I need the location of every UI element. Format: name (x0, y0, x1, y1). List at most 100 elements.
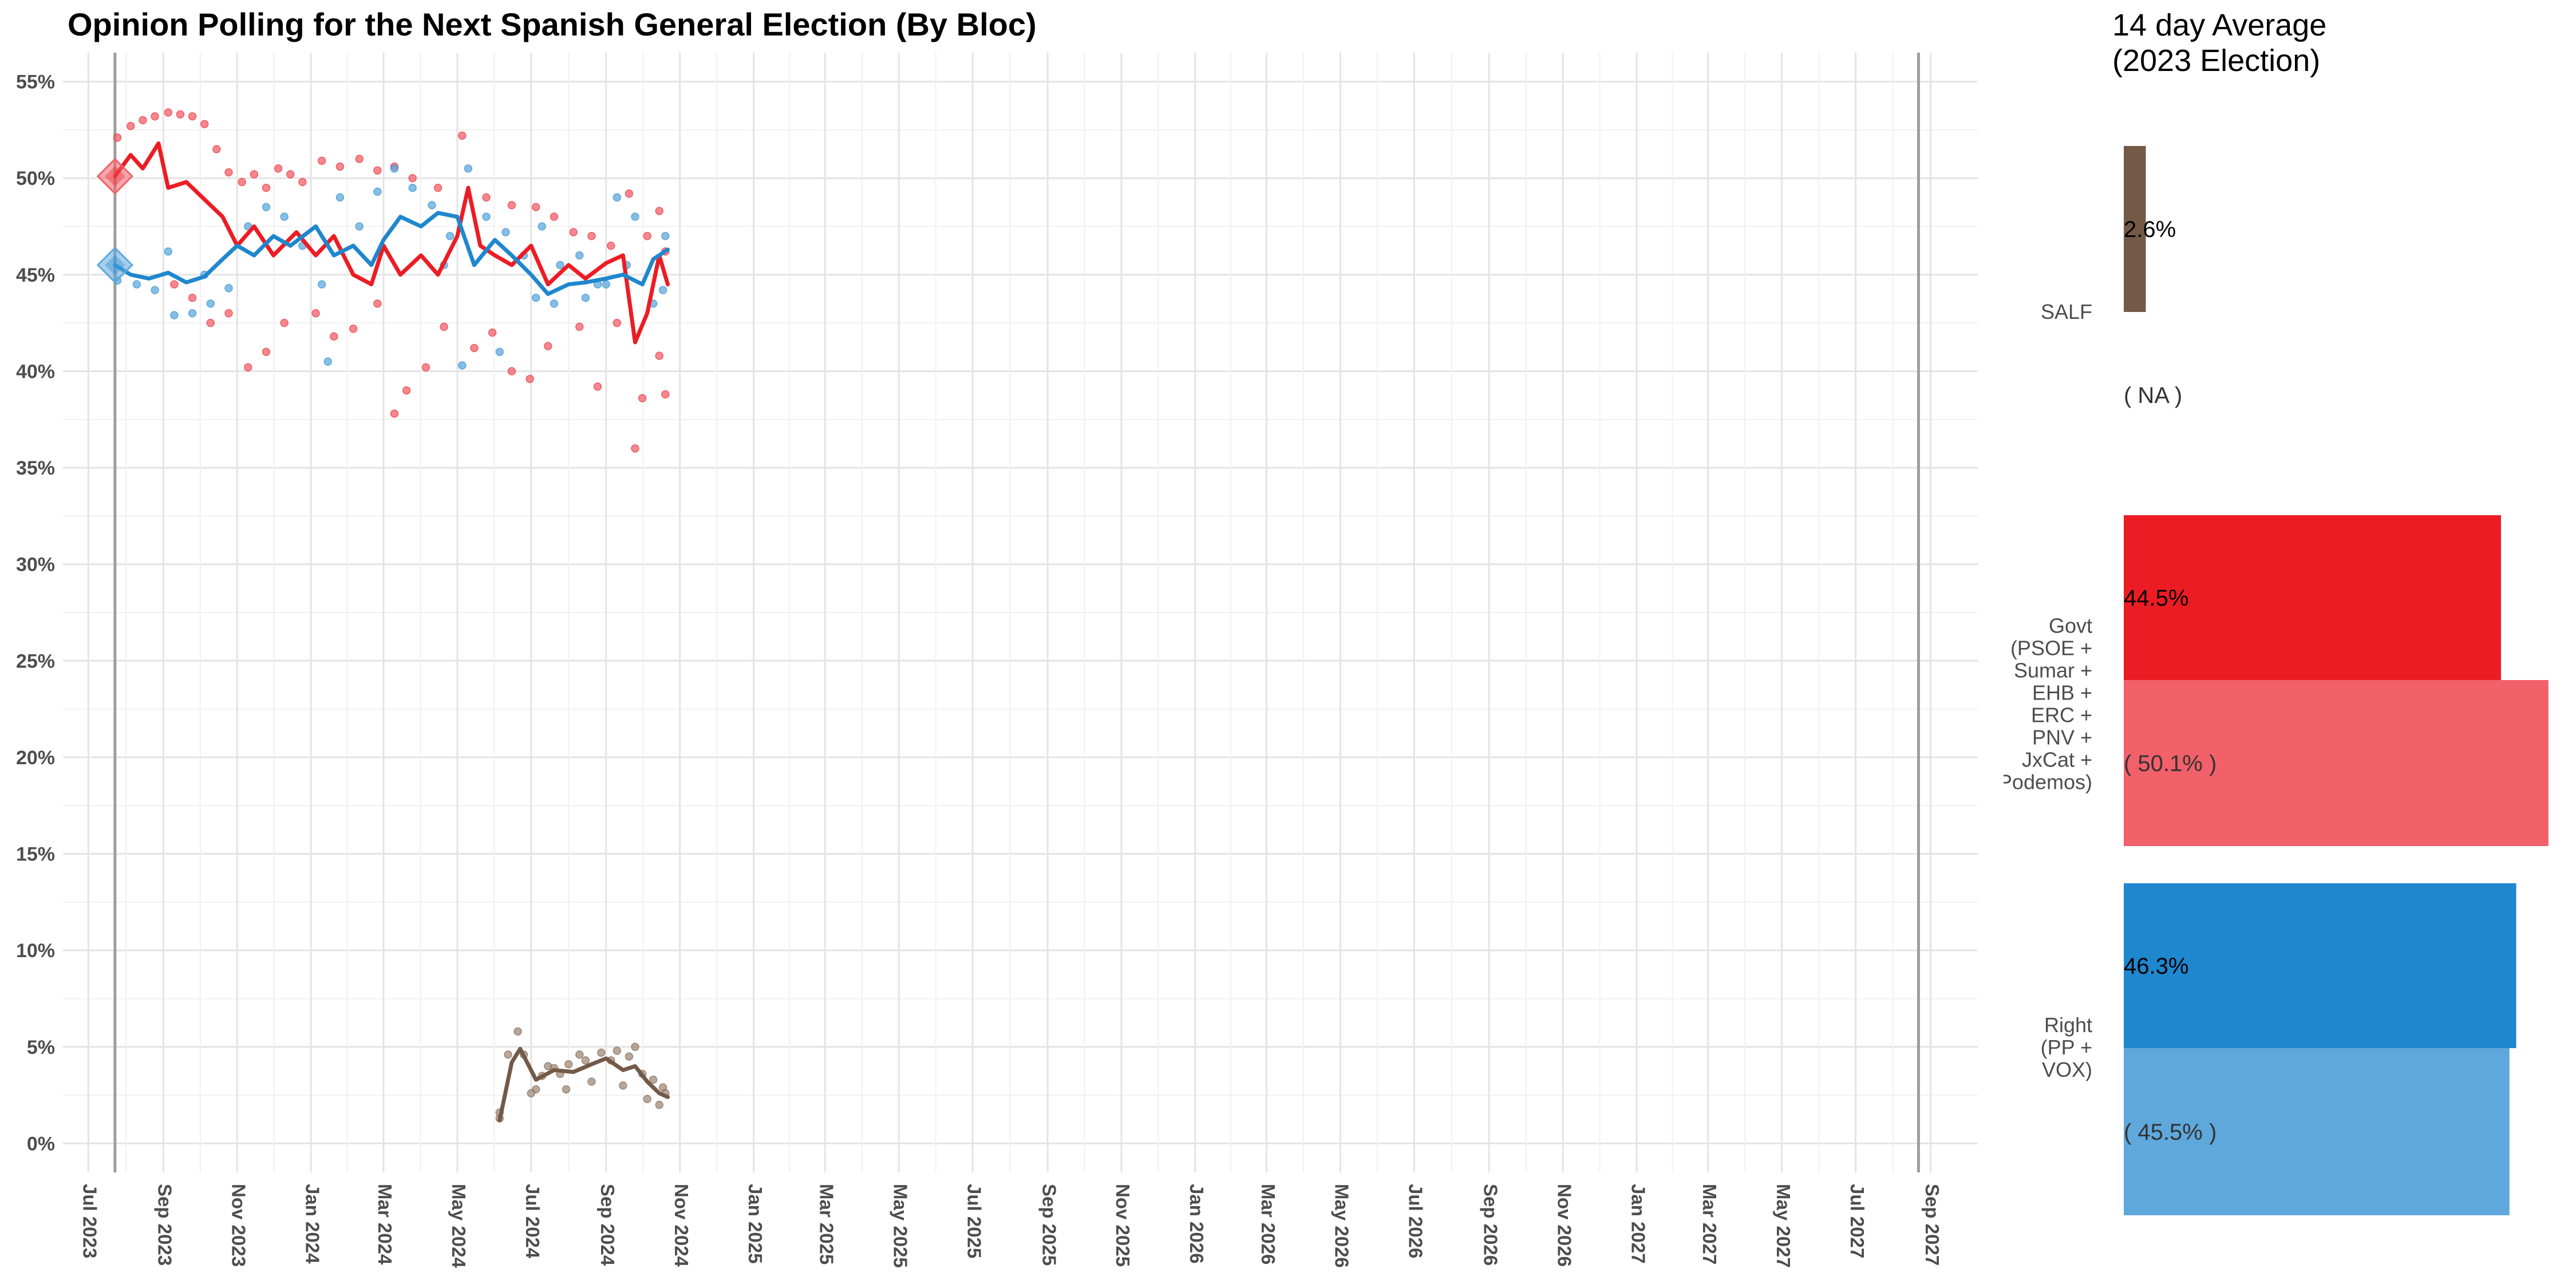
election-result-marker (96, 246, 133, 284)
poll-point (643, 232, 651, 240)
poll-point (501, 228, 510, 236)
poll-point (170, 280, 179, 289)
bar-previous-label: ( 45.5% ) (2124, 1120, 2217, 1145)
poll-point (127, 121, 135, 131)
y-tick-label: 30% (16, 554, 55, 576)
category-labels: SALF Govt (PSOE + Sumar + EHB + ERC + PNV + JxC… (2004, 300, 2092, 1081)
poll-point (513, 1027, 522, 1036)
bar-previous (2124, 1048, 2510, 1215)
poll-point (504, 1050, 512, 1059)
bar-previous (2124, 680, 2549, 846)
x-tick-label: Mar 2024 (374, 1184, 396, 1265)
x-tick-label: Sep 2024 (597, 1184, 618, 1266)
x-tick-label: Sep 2025 (1038, 1184, 1060, 1266)
poll-point (587, 232, 596, 240)
poll-point (188, 112, 197, 121)
bars (2124, 146, 2549, 1215)
y-tick-label: 55% (16, 72, 55, 93)
trend-lines (113, 141, 670, 1123)
category-label-line: SALF (2041, 300, 2092, 323)
y-tick-label: 40% (16, 361, 55, 382)
election-lines (113, 53, 1920, 1172)
bar-previous-label: ( NA ) (2124, 383, 2182, 408)
poll-point (440, 322, 448, 331)
bar-previous-label: ( 50.1% ) (2124, 751, 2217, 776)
category-label: Right (PP + VOX) (2041, 1013, 2092, 1081)
category-label-line: JxCat + (2022, 748, 2092, 772)
poll-point (550, 212, 559, 221)
side-title-line: (2023 Election) (2112, 44, 2320, 78)
poll-point (575, 251, 584, 260)
y-tick-label: 35% (16, 457, 55, 479)
poll-point (244, 363, 252, 372)
category-label-line: (PP + (2041, 1036, 2092, 1059)
poll-point (206, 318, 215, 327)
poll-point (631, 1042, 639, 1052)
poll-point (373, 187, 382, 196)
poll-point (164, 247, 173, 256)
poll-point (113, 133, 122, 142)
y-tick-label: 10% (16, 940, 55, 962)
poll-point (355, 155, 364, 163)
poll-point (390, 164, 399, 173)
chart-title: Opinion Polling for the Next Spanish Gen… (68, 6, 1037, 42)
x-tick-label: Jul 2027 (1847, 1184, 1868, 1258)
x-tick-label: Nov 2023 (228, 1184, 250, 1267)
poll-point (655, 1100, 663, 1109)
poll-point (597, 1048, 606, 1057)
poll-point (349, 325, 358, 333)
poll-point (317, 156, 326, 165)
category-label-line: Sumar + (2014, 659, 2092, 682)
poll-point (164, 108, 173, 117)
poll-point (250, 170, 259, 179)
side-title-line: 14 day Average (2112, 8, 2326, 42)
poll-point (613, 318, 622, 327)
x-tick-label: May 2027 (1773, 1184, 1794, 1268)
poll-point (274, 164, 283, 173)
category-label-line: Right (2044, 1013, 2092, 1037)
category-label-line: PNV + (2032, 726, 2092, 749)
poll-point (151, 286, 159, 295)
poll-point (649, 1075, 658, 1084)
poll-point (581, 1056, 590, 1065)
poll-point (373, 166, 382, 175)
poll-point (445, 232, 455, 240)
poll-point (330, 332, 338, 341)
x-tick-label: Nov 2025 (1112, 1184, 1133, 1267)
poll-point (587, 1077, 596, 1086)
poll-point (408, 173, 417, 183)
poll-point (280, 212, 289, 221)
poll-point (238, 177, 246, 187)
poll-point (212, 145, 221, 153)
poll-point (606, 241, 615, 250)
election-result-marker-inner (104, 254, 125, 275)
poll-point (311, 309, 320, 318)
poll-point (602, 280, 611, 289)
poll-point (151, 112, 159, 121)
y-tick-label: 45% (16, 264, 55, 286)
poll-point (482, 193, 491, 202)
x-tick-label: Nov 2026 (1554, 1184, 1575, 1267)
poll-point (298, 177, 307, 187)
category-label-line: Podemos) (2004, 771, 2092, 794)
x-tick-label: Jan 2024 (302, 1184, 323, 1264)
poll-points (113, 108, 670, 1123)
trend-line (113, 141, 670, 345)
x-tick-label: Jan 2027 (1627, 1184, 1649, 1263)
poll-point (188, 309, 197, 318)
poll-point (408, 183, 417, 192)
poll-point (224, 284, 233, 293)
poll-point (526, 374, 534, 384)
poll-point (562, 1085, 571, 1094)
y-tick-label: 5% (27, 1037, 55, 1058)
poll-point (262, 203, 271, 212)
y-tick-label: 25% (16, 650, 55, 672)
poll-point (593, 382, 602, 391)
poll-point (638, 394, 647, 402)
poll-point (619, 1081, 627, 1090)
election-result-marker-inner (104, 165, 125, 187)
poll-point (575, 1050, 584, 1059)
poll-point (531, 294, 540, 302)
poll-point (544, 342, 552, 350)
y-tick-label: 0% (27, 1133, 55, 1155)
